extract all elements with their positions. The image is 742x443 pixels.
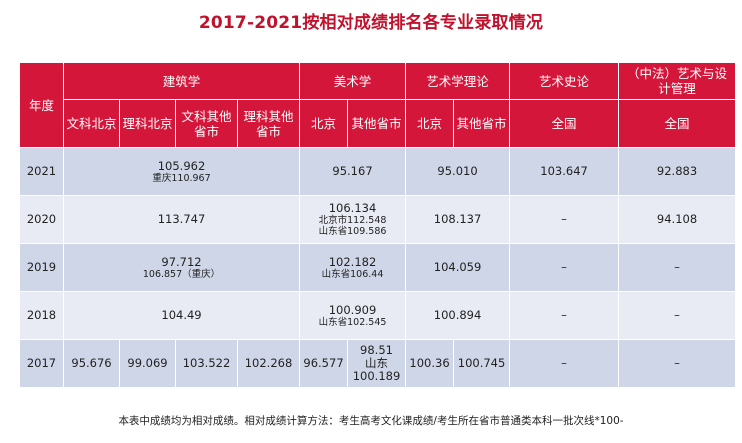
cell-note: 北京市112.548 (318, 215, 387, 226)
fine-arts-cell: 95.167 (299, 147, 407, 196)
subheader-mgmt-national: 全国 (618, 99, 737, 148)
wen-other-cell: 103.522 (175, 339, 238, 388)
table-row: 2017 95.676 99.069 103.522 102.268 96.57… (19, 339, 737, 388)
art-history-cell: 103.647 (509, 147, 620, 196)
cell-note: 重庆110.967 (152, 172, 211, 184)
mgmt-cell: – (618, 291, 737, 340)
header-architecture: 建筑学 (62, 62, 301, 100)
mgmt-cell: 92.883 (618, 147, 737, 196)
fine-arts-cell: 100.909 山东省102.545 (299, 291, 407, 340)
page-title: 2017-2021按相对成绩排名各专业录取情况 (198, 13, 544, 33)
table-row: 2018 104.49 100.909 山东省102.545 100.894 –… (19, 291, 737, 340)
year-cell: 2021 (19, 147, 64, 196)
year-cell: 2017 (19, 339, 64, 388)
mgmt-cell: 94.108 (618, 195, 737, 244)
year-cell: 2018 (19, 291, 64, 340)
architecture-cell: 104.49 (62, 291, 301, 340)
cell-value: 102.182 (328, 254, 377, 269)
cell-value: 97.712 (161, 254, 202, 269)
header-year: 年度 (19, 62, 64, 148)
fine-arts-cell: 102.182 山东省106.44 (299, 243, 407, 292)
subheader-history-national: 全国 (509, 99, 620, 148)
header-art-design-management: （中法）艺术与设计管理 (618, 62, 737, 100)
footnote: 本表中成绩均为相对成绩。相对成绩计算方法：考生高考文化课成绩/考生所在省市普通类… (118, 415, 624, 427)
cell-value: 105.962 (157, 158, 206, 173)
table-row: 2021 105.962 重庆110.967 95.167 95.010 103… (19, 147, 737, 196)
header-art-history: 艺术史论 (509, 62, 620, 100)
cell-note: 山东省102.545 (318, 316, 387, 328)
li-beijing-cell: 99.069 (119, 339, 176, 388)
cell-note: 山东 (365, 356, 389, 370)
art-theory-cell: 104.059 (405, 243, 511, 292)
art-history-cell: – (509, 195, 620, 244)
cell-note: 106.857（重庆） (142, 268, 221, 280)
art-beijing-cell: 96.577 (299, 339, 349, 388)
header-fine-arts: 美术学 (299, 62, 407, 100)
subheader-li-other: 理科其他省市 (236, 99, 301, 148)
subheader-wen-other: 文科其他省市 (175, 99, 238, 148)
art-theory-cell: 95.010 (405, 147, 511, 196)
art-other-cell: 98.51 山东 100.189 (347, 339, 407, 388)
subheader-theory-beijing: 北京 (405, 99, 455, 148)
fine-arts-cell: 106.134 北京市112.548 山东省109.586 (299, 195, 407, 244)
art-history-cell: – (509, 243, 620, 292)
subheader-art-other: 其他省市 (347, 99, 407, 148)
header-art-theory: 艺术学理论 (405, 62, 511, 100)
table-row: 2020 113.747 106.134 北京市112.548 山东省109.5… (19, 195, 737, 244)
cell-note: 山东省106.44 (321, 268, 384, 280)
art-theory-cell: 100.894 (405, 291, 511, 340)
cell-value: 100.189 (352, 369, 401, 383)
subheader-theory-other: 其他省市 (453, 99, 511, 148)
art-history-cell: – (509, 291, 620, 340)
admission-table: 年度 建筑学 美术学 艺术学理论 艺术史论 （中法）艺术与设计管理 文科北京 理… (19, 62, 737, 388)
mgmt-cell: – (618, 243, 737, 292)
cell-value: 98.51 (360, 343, 393, 357)
cell-value: 106.134 (328, 201, 377, 215)
wen-beijing-cell: 95.676 (63, 339, 120, 388)
subheader-li-beijing: 理科北京 (119, 99, 176, 148)
year-cell: 2020 (19, 195, 64, 244)
cell-note: 山东省109.586 (318, 226, 387, 237)
cell-value: 100.909 (328, 302, 377, 317)
theory-other-cell: 100.745 (453, 339, 511, 388)
year-cell: 2019 (19, 243, 64, 292)
art-history-cell: – (509, 339, 620, 388)
theory-beijing-cell: 100.36 (405, 339, 455, 388)
art-theory-cell: 108.137 (405, 195, 511, 244)
mgmt-cell: – (618, 339, 737, 388)
li-other-cell: 102.268 (236, 339, 301, 388)
table-row: 2019 97.712 106.857（重庆） 102.182 山东省106.4… (19, 243, 737, 292)
architecture-cell: 97.712 106.857（重庆） (62, 243, 301, 292)
architecture-cell: 105.962 重庆110.967 (62, 147, 301, 196)
subheader-art-beijing: 北京 (299, 99, 349, 148)
subheader-wen-beijing: 文科北京 (63, 99, 120, 148)
architecture-cell: 113.747 (62, 195, 301, 244)
